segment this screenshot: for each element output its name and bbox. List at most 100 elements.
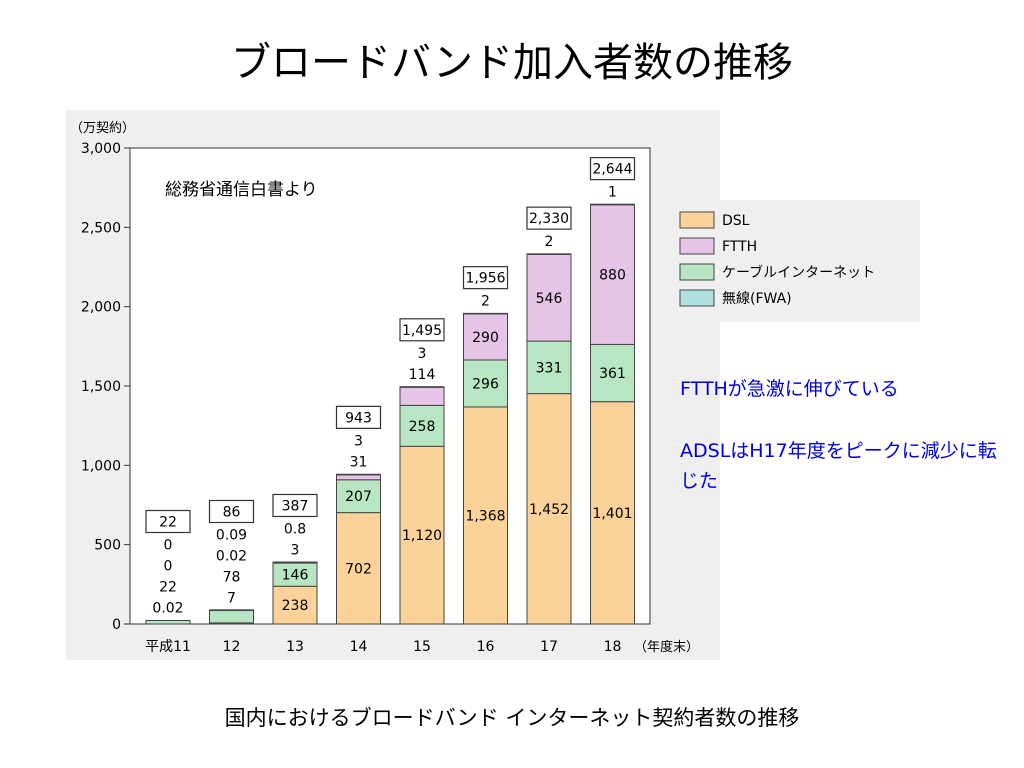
bar-segment-fwa (463, 312, 508, 315)
note-adsl-peak: ADSLはH17年度をピークに減少に転じた (680, 440, 997, 492)
total-box (145, 509, 191, 534)
y-unit-label: （万契約） (70, 121, 135, 136)
legend-swatch (679, 289, 715, 307)
x-tick-label: 平成11 (145, 639, 191, 655)
data-label: 3 (354, 433, 363, 449)
y-tick-label: 2,000 (81, 300, 121, 316)
bar-segment-cable (463, 359, 508, 408)
data-label: 0.02 (216, 548, 247, 564)
bar-segment-fwa (272, 561, 318, 564)
x-unit-label: （年度末） (634, 639, 699, 655)
total-label: 387 (282, 498, 309, 514)
bar-segment-ftth (336, 474, 381, 481)
total-label: 86 (223, 504, 241, 520)
x-tick-label: 17 (540, 639, 558, 655)
data-label: 361 (599, 366, 626, 382)
bar-segment-fwa (526, 253, 572, 255)
x-tick-label: 12 (223, 639, 241, 655)
data-label: 296 (472, 376, 499, 392)
total-box (208, 499, 255, 524)
bar-segment-cable (209, 610, 254, 624)
legend-label: ケーブルインターネット (722, 264, 875, 281)
data-label: 238 (282, 598, 309, 614)
bar-segment-fwa (336, 473, 381, 476)
bar-segment-cable (145, 620, 191, 625)
data-label: 702 (345, 561, 372, 577)
bars-group: 0.022200227780.020.098623814630.83877022… (145, 157, 636, 625)
data-label: 2 (545, 234, 554, 250)
data-label: 7 (227, 590, 236, 606)
total-label: 943 (345, 410, 372, 426)
data-label: 0 (164, 559, 173, 575)
x-tick-label: 18 (604, 639, 622, 655)
x-axis: 平成11 12 13 14 15 16 17 18 (145, 639, 621, 655)
data-label: 290 (472, 330, 499, 346)
figure-caption: 国内におけるブロードバンド インターネット契約者数の推移 (224, 706, 800, 730)
x-tick-label: 13 (286, 639, 304, 655)
legend-swatch (679, 237, 715, 255)
data-label: 331 (536, 360, 563, 376)
data-label: 880 (599, 268, 626, 284)
plot-area (129, 147, 651, 625)
data-label: 0.02 (152, 601, 183, 617)
total-label: 2,644 (592, 162, 632, 178)
legend-label: 無線(FWA) (722, 291, 792, 307)
bar-segment-fwa (399, 386, 445, 388)
data-label: 2 (481, 294, 490, 310)
data-label: 207 (345, 489, 372, 505)
data-label: 22 (159, 580, 177, 596)
bar-segment-cable (590, 343, 635, 403)
bar-segment-ftth (590, 204, 635, 345)
total-box (335, 405, 382, 429)
broadband-stacked-bar-chart: （万契約） 総務省通信白書より （年度末） 0 500 1,000 1,500 2,00… (66, 110, 920, 660)
bar-segment-cable (399, 404, 445, 447)
bar-segment-dsl (590, 401, 635, 625)
data-label: 1 (608, 185, 617, 201)
data-label: 1,401 (592, 506, 632, 522)
data-label: 546 (536, 291, 563, 307)
bar-segment-ftth (463, 313, 508, 361)
y-tick-label: 3,000 (81, 141, 121, 157)
y-tick-label: 2,500 (81, 220, 121, 236)
x-tick-label: 16 (477, 639, 495, 655)
bar-segment-fwa (209, 609, 254, 612)
bar-segment-dsl (272, 585, 318, 625)
data-label: 0.09 (216, 527, 247, 543)
y-tick-label: 0 (112, 617, 121, 633)
note-ftth-growth: FTTHが急激に伸びている (680, 378, 899, 400)
total-box (399, 318, 445, 342)
data-label: 0 (164, 538, 173, 554)
x-tick-label: 14 (350, 639, 368, 655)
data-label: 3 (291, 542, 300, 558)
source-note: 総務省通信白書より (165, 180, 318, 200)
bar-segment-dsl (336, 512, 381, 625)
total-box (462, 266, 509, 290)
x-tick-label: 15 (413, 639, 431, 655)
y-axis: 0 500 1,000 1,500 2,000 2,500 3,000 (81, 141, 130, 633)
legend-swatch (679, 211, 715, 229)
data-label: 0.8 (284, 521, 306, 537)
legend-label: DSL (722, 213, 750, 229)
bar-segment-fwa (590, 203, 635, 206)
data-label: 146 (282, 568, 309, 584)
y-tick-label: 1,500 (81, 379, 121, 395)
data-label: 258 (409, 419, 436, 435)
total-label: 2,330 (529, 211, 569, 227)
data-label: 1,120 (402, 528, 442, 544)
total-label: 1,956 (465, 271, 505, 287)
y-tick-label: 1,000 (81, 458, 121, 474)
bar-segment-ftth (399, 386, 445, 406)
data-label: 78 (223, 569, 241, 585)
bar-segment-cable (526, 340, 572, 395)
legend-swatch (679, 263, 715, 281)
total-box (589, 157, 636, 181)
total-box (526, 206, 572, 230)
slide-title: ブロードバンド加入者数の推移 (231, 40, 793, 86)
bar-segment-cable (336, 479, 381, 514)
total-box (272, 493, 318, 518)
data-label: 1,368 (465, 508, 505, 524)
data-label: 3 (418, 346, 427, 362)
total-label: 1,495 (402, 323, 442, 339)
data-label: 114 (409, 367, 436, 383)
